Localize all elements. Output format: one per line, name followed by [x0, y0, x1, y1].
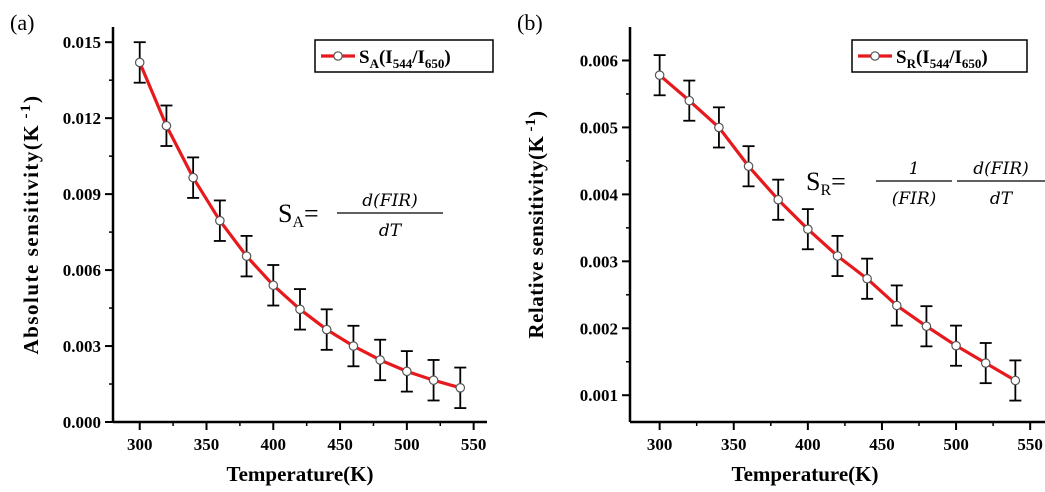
y-axis-label: Absolute sensitivity(K -1) — [18, 94, 43, 354]
data-point — [428, 375, 439, 386]
data-point — [773, 194, 784, 205]
data-point — [295, 304, 305, 315]
x-tick-label: 550 — [461, 435, 487, 454]
y-tick-label: 0.012 — [63, 109, 101, 128]
y-tick-label: 0.006 — [580, 51, 618, 70]
y-tick-label: 0.001 — [580, 386, 618, 405]
x-axis-label: Temperature(K) — [227, 462, 374, 486]
y-tick-label: 0.004 — [580, 185, 619, 204]
y-tick-label: 0.002 — [580, 319, 618, 338]
panel-label: (a) — [10, 10, 34, 35]
data-point — [215, 215, 225, 226]
x-tick-label: 500 — [394, 435, 420, 454]
data-point — [402, 366, 412, 377]
data-point — [832, 251, 843, 261]
y-axis-label: Relative sensitivity(K -1) — [523, 110, 548, 338]
y-tick-label: 0.005 — [580, 118, 618, 137]
legend: SR(I544/I650) — [851, 39, 1028, 73]
data-point — [241, 251, 252, 261]
equation-lhs: SA= — [278, 199, 319, 231]
chart-panel-a: (a) 300 350 400 450 500 550 0.000 0.003 0.006 0.00… — [10, 10, 494, 486]
equation: SR= 1 (FIR) d(FIR) dT — [806, 159, 1045, 209]
equation-numerator: d(FIR) — [973, 159, 1028, 179]
data-point — [921, 321, 932, 332]
data-point — [951, 340, 961, 351]
equation: SA= d(FIR) dT — [278, 191, 443, 241]
x-tick-label: 300 — [127, 435, 153, 454]
data-point — [375, 355, 385, 365]
data-point — [980, 358, 991, 368]
equation-numerator: 1 — [909, 159, 920, 179]
data-point — [161, 120, 172, 131]
data-point — [862, 273, 872, 284]
y-tick-label: 0.006 — [63, 261, 101, 280]
y-tick-label: 0.003 — [580, 252, 618, 271]
x-tick-label: 300 — [647, 435, 673, 454]
data-point — [455, 383, 466, 393]
data-point — [803, 224, 813, 234]
data-point — [1010, 375, 1021, 386]
y-tick-label: 0.000 — [63, 413, 101, 432]
legend-label: SA(I544/I650) — [359, 47, 451, 71]
legend-marker — [333, 51, 343, 61]
equation-denominator: dT — [990, 189, 1014, 209]
x-tick-label: 400 — [261, 435, 287, 454]
data-point — [268, 280, 279, 291]
legend-marker — [870, 51, 880, 61]
x-axis-label: Temperature(K) — [732, 462, 879, 486]
legend-label: SR(I544/I650) — [896, 47, 988, 71]
data-point — [714, 122, 724, 133]
x-tick-label: 550 — [1017, 435, 1043, 454]
x-tick-label: 450 — [327, 435, 353, 454]
x-tick-label: 400 — [795, 435, 821, 454]
data-point — [321, 324, 332, 335]
x-tick-label: 450 — [869, 435, 895, 454]
data-point — [188, 172, 198, 183]
x-tick-label: 500 — [943, 435, 969, 454]
equation-denominator: dT — [379, 221, 403, 241]
data-point — [134, 57, 145, 68]
equation-denominator: (FIR) — [892, 189, 937, 209]
x-tick-label: 350 — [194, 435, 220, 454]
y-tick-label: 0.015 — [63, 33, 101, 52]
x-tick-label: 350 — [721, 435, 747, 454]
y-tick-label: 0.003 — [63, 337, 101, 356]
data-point — [654, 70, 665, 81]
equation-lhs: SR= — [806, 167, 846, 199]
panel-label: (b) — [517, 10, 543, 35]
data-point — [743, 161, 754, 172]
y-tick-label: 0.009 — [63, 185, 101, 204]
data-point — [348, 341, 359, 351]
data-point — [684, 95, 695, 106]
data-point — [891, 300, 902, 311]
series-line — [658, 73, 1017, 382]
equation-numerator: d(FIR) — [362, 191, 417, 211]
chart-panel-b: (b) 300 350 400 450 500 550 0.001 0.002 0.003 0.00… — [517, 10, 1045, 486]
legend: SA(I544/I650) — [314, 39, 494, 73]
